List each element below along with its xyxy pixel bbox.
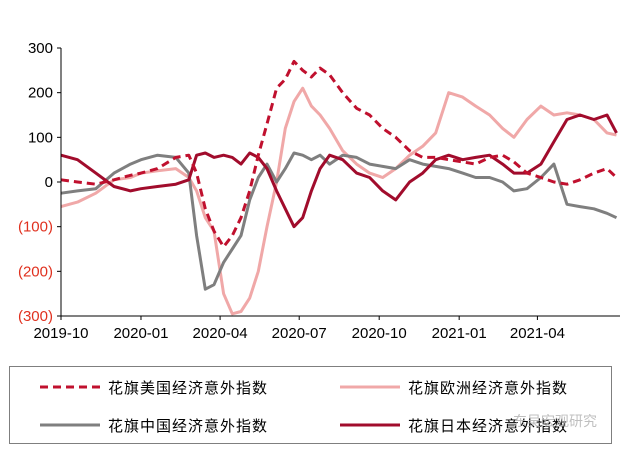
series-line-1: [60, 86, 617, 316]
y-tick-label: (200): [18, 263, 53, 280]
series-line-0: [60, 59, 618, 249]
x-tick-label: 2019-10: [33, 325, 88, 342]
legend-label-china: 花旗中国经济意外指数: [108, 416, 269, 435]
x-tick-label: 2020-10: [352, 325, 407, 342]
x-tick-label: 2020-04: [193, 325, 248, 342]
legend: 花旗美国经济意外指数 花旗欧洲经济意外指数 花旗中国经济意外指数 花旗日本经济意…: [9, 366, 612, 444]
watermark-text: 东吴宏观研究: [513, 414, 597, 430]
y-tick-label: 300: [28, 40, 53, 57]
legend-item-us: 花旗美国经济意外指数: [40, 377, 268, 397]
x-tick-label: 2021-04: [510, 325, 565, 342]
x-tick-label: 2020-01: [113, 325, 168, 342]
legend-swatch-china: [40, 423, 100, 427]
y-tick-label: (300): [18, 308, 53, 325]
legend-swatch-europe: [340, 385, 400, 389]
y-tick-label: 100: [28, 129, 53, 146]
y-tick-label: (100): [18, 219, 53, 236]
y-tick-label: 0: [45, 174, 53, 191]
legend-label-japan: 花旗日本经济意外指数: [408, 416, 569, 435]
series-line-2: [60, 151, 618, 291]
series-line-3: [60, 113, 618, 229]
legend-item-japan: 花旗日本经济意外指数: [340, 415, 568, 435]
legend-swatch-japan: [340, 423, 400, 427]
x-tick-label: 2021-01: [432, 325, 487, 342]
legend-item-europe: 花旗欧洲经济意外指数: [340, 377, 568, 397]
legend-label-europe: 花旗欧洲经济意外指数: [408, 378, 569, 397]
axis-layer: 300 200 100 0 (100) (200) (300)2019-10 2020-01 2…: [18, 40, 620, 342]
legend-item-china: 花旗中国经济意外指数: [40, 415, 268, 435]
legend-label-us: 花旗美国经济意外指数: [108, 378, 269, 397]
x-tick-label: 2020-07: [272, 325, 327, 342]
legend-swatch-us: [40, 385, 100, 389]
series-layer: [60, 59, 618, 316]
y-tick-label: 200: [28, 85, 53, 102]
